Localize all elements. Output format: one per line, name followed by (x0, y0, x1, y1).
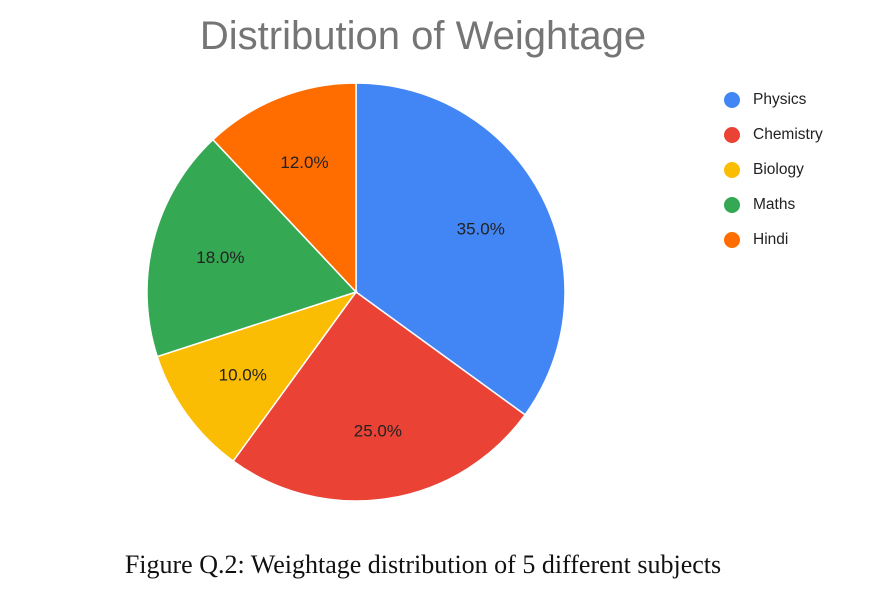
legend-swatch (724, 231, 740, 248)
legend-swatch (724, 196, 740, 213)
slice-label-chemistry: 25.0% (354, 421, 402, 440)
legend-swatch (724, 161, 740, 178)
legend-item-physics: Physics (724, 82, 823, 117)
legend-label: Biology (753, 160, 804, 178)
legend-item-chemistry: Chemistry (724, 117, 823, 152)
legend-item-biology: Biology (724, 152, 823, 187)
legend-label: Chemistry (753, 125, 823, 143)
legend-label: Maths (753, 195, 796, 213)
pie-slice-maths (146, 138, 358, 358)
legend-swatch (724, 91, 740, 108)
chart-title: Distribution of Weightage (199, 14, 647, 58)
legend: Physics Chemistry Biology Maths Hindi (724, 82, 823, 257)
legend-item-maths: Maths (724, 187, 823, 222)
pie-slice-physics (355, 82, 566, 416)
pie-slice-hindi (211, 82, 357, 294)
pie-slice-chemistry (232, 290, 527, 502)
slice-label-physics: 35.0% (457, 219, 505, 238)
legend-label: Hindi (753, 230, 789, 248)
legend-label: Physics (753, 90, 807, 108)
slice-label-biology: 10.0% (219, 365, 267, 384)
legend-swatch (724, 126, 740, 143)
slice-label-hindi: 12.0% (280, 153, 328, 172)
legend-item-hindi: Hindi (724, 222, 823, 257)
figure-caption: Figure Q.2: Weightage distribution of 5 … (124, 550, 722, 579)
pie-slice-biology (156, 290, 358, 463)
slice-label-maths: 18.0% (196, 248, 244, 267)
